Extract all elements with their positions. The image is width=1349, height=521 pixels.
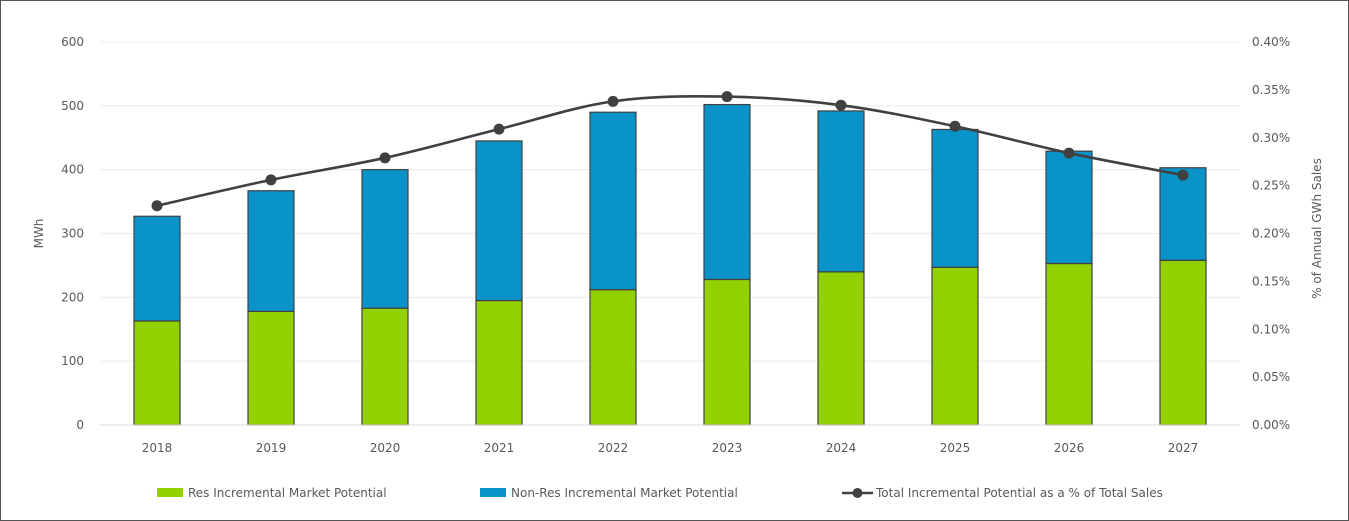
x-tick-label: 2027 bbox=[1168, 441, 1199, 455]
legend-label-line: Total Incremental Potential as a % of To… bbox=[875, 486, 1163, 500]
x-tick-label: 2018 bbox=[142, 441, 173, 455]
y-tick-label: 500 bbox=[61, 99, 84, 113]
axes: 0 100 200 300 400 500 600 0.00% 0.05% 0.10% 0.15% 0… bbox=[32, 35, 1324, 455]
y2-tick-label: 0.05% bbox=[1252, 370, 1290, 384]
line-point bbox=[493, 123, 505, 135]
bar-res bbox=[703, 278, 751, 426]
bar-res bbox=[931, 266, 979, 426]
line-series bbox=[151, 91, 1189, 212]
y2-tick-label: 0.40% bbox=[1252, 35, 1290, 49]
y2-axis-title: % of Annual GWh Sales bbox=[1310, 158, 1324, 299]
y2-tick-label: 0.00% bbox=[1252, 418, 1290, 432]
y2-tick-label: 0.25% bbox=[1252, 179, 1290, 193]
line-point bbox=[1063, 147, 1075, 159]
line-point bbox=[949, 120, 961, 132]
y-tick-label: 400 bbox=[61, 163, 84, 177]
y2-tick-label: 0.10% bbox=[1252, 322, 1290, 336]
x-tick-label: 2026 bbox=[1054, 441, 1085, 455]
legend-label-nonres: Non-Res Incremental Market Potential bbox=[511, 486, 738, 500]
line-point bbox=[607, 95, 619, 107]
line-point bbox=[835, 99, 847, 111]
y-tick-label: 300 bbox=[61, 227, 84, 241]
bar-nonres bbox=[361, 169, 409, 309]
bar-nonres bbox=[247, 190, 295, 312]
y2-tick-label: 0.20% bbox=[1252, 227, 1290, 241]
line-point bbox=[721, 91, 733, 103]
bar-res bbox=[1045, 262, 1093, 426]
bar-nonres bbox=[817, 110, 865, 273]
x-tick-label: 2023 bbox=[712, 441, 743, 455]
bar-nonres bbox=[1045, 150, 1093, 265]
x-tick-label: 2020 bbox=[370, 441, 401, 455]
bar-nonres bbox=[589, 111, 637, 291]
bar-res bbox=[247, 310, 295, 426]
legend: Res Incremental Market Potential Non-Res … bbox=[157, 486, 1163, 500]
x-tick-label: 2024 bbox=[826, 441, 857, 455]
y-tick-label: 600 bbox=[61, 35, 84, 49]
bar-res bbox=[817, 271, 865, 426]
line-point bbox=[265, 174, 277, 186]
y2-tick-label: 0.15% bbox=[1252, 274, 1290, 288]
bar-nonres bbox=[475, 140, 523, 302]
bar-res bbox=[589, 289, 637, 426]
bars bbox=[133, 103, 1207, 426]
bar-res bbox=[361, 307, 409, 426]
line-point bbox=[1177, 169, 1189, 181]
legend-swatch-nonres bbox=[480, 488, 506, 497]
series-line bbox=[156, 94, 1184, 207]
bar-nonres bbox=[931, 128, 979, 268]
x-tick-label: 2022 bbox=[598, 441, 629, 455]
legend-swatch-marker bbox=[852, 488, 863, 498]
bar-res bbox=[133, 320, 181, 426]
bar-nonres bbox=[703, 103, 751, 281]
x-tick-label: 2021 bbox=[484, 441, 515, 455]
x-tick-label: 2025 bbox=[940, 441, 971, 455]
bar-nonres bbox=[133, 215, 181, 322]
y-tick-label: 0 bbox=[76, 418, 84, 432]
legend-label-res: Res Incremental Market Potential bbox=[188, 486, 387, 500]
line-point bbox=[151, 200, 163, 212]
y-tick-label: 100 bbox=[61, 354, 84, 368]
y-tick-label: 200 bbox=[61, 290, 84, 304]
y-axis-title: MWh bbox=[32, 219, 46, 249]
bar-nonres bbox=[1159, 167, 1207, 261]
x-tick-label: 2019 bbox=[256, 441, 287, 455]
line-point bbox=[379, 152, 391, 164]
bar-res bbox=[475, 299, 523, 426]
y2-tick-label: 0.35% bbox=[1252, 83, 1290, 97]
legend-swatch-res bbox=[157, 488, 183, 497]
y2-tick-label: 0.30% bbox=[1252, 131, 1290, 145]
bar-res bbox=[1159, 259, 1207, 426]
